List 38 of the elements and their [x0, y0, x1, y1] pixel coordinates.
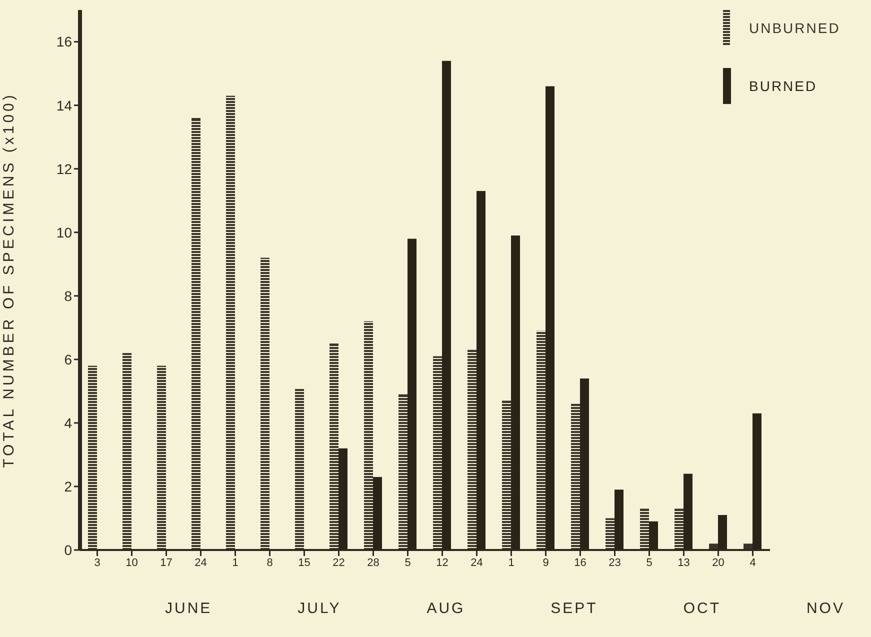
- y-tick-label: 4: [64, 414, 72, 431]
- x-tick-label: 15: [298, 556, 310, 569]
- y-tick-label: 12: [56, 160, 72, 177]
- x-tick-label: 1: [232, 556, 238, 569]
- x-tick-label: 28: [367, 556, 380, 569]
- x-tick-label: 16: [574, 556, 586, 569]
- x-tick-label: 10: [126, 556, 138, 569]
- x-tick-label: 5: [646, 556, 652, 569]
- x-tick-label: 4: [750, 556, 756, 569]
- x-tick-label: 24: [470, 556, 483, 569]
- x-tick-label: 1: [508, 556, 514, 569]
- x-tick-label: 9: [542, 556, 549, 569]
- text: BURNED: [749, 78, 818, 94]
- y-tick-label: 16: [56, 34, 72, 50]
- x-tick-label: 24: [194, 556, 207, 569]
- legend-label: UNBURNED: [749, 20, 840, 36]
- y-tick-label: 0: [64, 542, 72, 558]
- x-tick-label: 13: [678, 556, 690, 569]
- x-tick-label: 20: [712, 556, 724, 569]
- y-tick-label: 2: [64, 478, 72, 494]
- text: JUNE: [165, 600, 212, 617]
- x-tick-label: 22: [332, 556, 345, 569]
- text: NOV: [806, 600, 845, 617]
- x-tick-label: 8: [266, 556, 273, 569]
- y-tick-label: 8: [64, 288, 72, 304]
- x-tick-label: 17: [160, 556, 172, 569]
- text: OCT: [683, 600, 721, 617]
- text: JULY: [298, 600, 342, 617]
- x-tick-label: 3: [94, 556, 100, 569]
- text: AUG: [426, 600, 466, 617]
- x-tick-label: 5: [404, 556, 411, 569]
- x-tick-label: 23: [608, 556, 621, 569]
- y-tick-label: 10: [56, 224, 72, 240]
- y-tick-label: 14: [56, 97, 72, 114]
- x-tick-label: 12: [436, 556, 448, 569]
- y-axis-title: TOTAL NUMBER OF SPECIMENS (x100): [0, 92, 18, 468]
- y-tick-label: 6: [64, 351, 72, 368]
- text: SEPT: [550, 600, 598, 617]
